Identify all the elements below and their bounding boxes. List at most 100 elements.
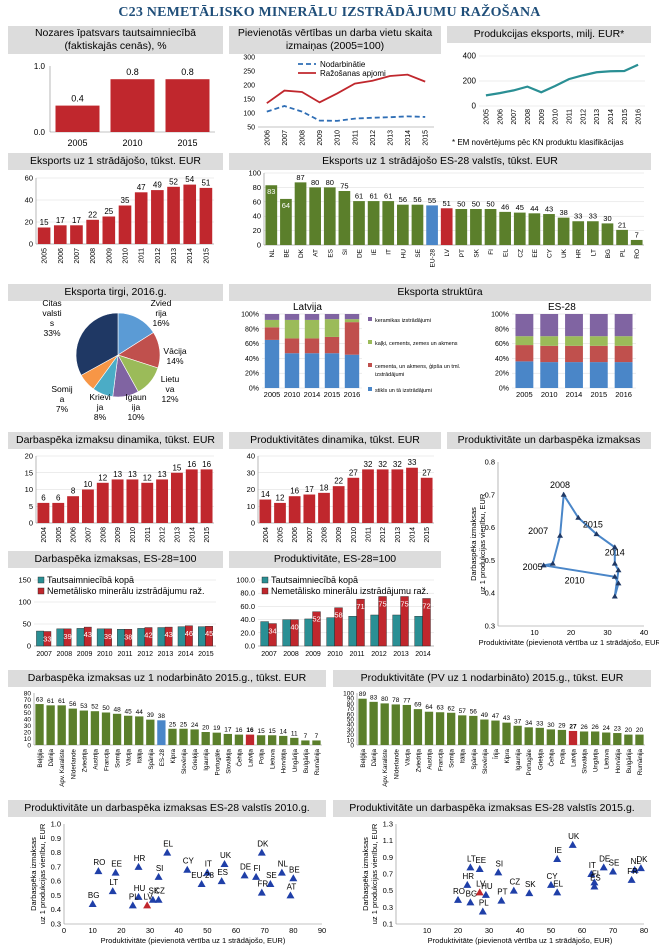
x-tick-label: 80	[640, 926, 648, 935]
legend-label: Ražošanas apjomi	[320, 69, 386, 78]
data-point	[494, 868, 503, 876]
x-tick-label: Grieķija	[192, 748, 199, 770]
data-label: 50	[457, 200, 465, 209]
y-tick-label: 0.3	[51, 920, 61, 929]
point-label: UK	[220, 851, 232, 860]
x-tick-label: 2009	[305, 651, 321, 658]
panel-eu-2010: Produktivitāte un darbaspēka izmaksas ES…	[8, 800, 326, 817]
point-label: SI	[156, 864, 164, 873]
y-tick-label: 40	[25, 196, 33, 205]
x-tick-label: Horvātija	[281, 748, 288, 773]
panel-title: Eksporta tirgi, 2016.g.	[8, 284, 223, 301]
x-tick-label: Bulgārija	[626, 748, 633, 773]
y-tick-label: 20	[253, 226, 261, 235]
data-point	[220, 860, 229, 867]
panel-title: Produktivitāte un darbaspēka izmaksas ES…	[8, 800, 326, 817]
data-label: 38	[158, 713, 166, 720]
bar	[156, 479, 169, 523]
point-label: CY	[546, 872, 558, 881]
y-tick-label: 30	[24, 723, 32, 730]
y-tick-label: 30	[347, 727, 355, 734]
point-label: HR	[463, 872, 475, 881]
data-point	[463, 880, 472, 888]
x-tick-label: 2010	[351, 527, 358, 543]
x-tick-label: 2010	[541, 390, 558, 399]
data-point	[183, 865, 192, 873]
bar-industry	[104, 628, 112, 647]
data-point	[88, 900, 97, 907]
data-label: 39	[104, 632, 112, 641]
point-label: LV	[476, 879, 486, 888]
data-label: 25	[169, 721, 177, 728]
data-label: 20	[202, 725, 210, 732]
y-tick-label: 60	[24, 704, 32, 711]
data-label: 32	[378, 460, 387, 469]
point-label: BG	[466, 889, 478, 898]
bar-economy	[370, 614, 379, 647]
x-tick-label: Bulgārija	[303, 748, 310, 773]
pie-label: Igaun	[125, 392, 147, 402]
x-tick-label: 2015	[203, 248, 210, 264]
y-axis-label: uz 1 produkcijas vienību, EUR	[38, 823, 47, 924]
point-label: LT	[109, 878, 118, 887]
x-tick-label: 2005	[264, 390, 281, 399]
y-tick-label: 0.5	[485, 556, 495, 565]
y-axis-label: uz 1 produkcijas vienību, EUR	[478, 493, 487, 594]
pie-label: 16%	[152, 318, 169, 328]
stack-segment	[515, 336, 534, 346]
point-label: LT	[467, 854, 476, 863]
panel-exp-worker: Eksports uz 1 strādājošo, tūkst. EUR	[8, 153, 223, 170]
x-tick-label: Portugāle	[526, 748, 533, 775]
y-tick-label: 0	[27, 642, 31, 651]
x-tick-label: 2010	[553, 109, 560, 125]
data-label: 80	[326, 178, 334, 187]
data-label: 15	[269, 728, 277, 735]
y-tick-label: 0%	[249, 386, 259, 393]
bar	[630, 239, 643, 245]
data-point	[154, 895, 163, 903]
bar	[332, 486, 345, 523]
panel-index: Pievienotās vērtības un darba vietu skai…	[229, 26, 441, 54]
stack-segment	[264, 319, 280, 328]
data-label: 69	[414, 702, 422, 709]
legend-swatch	[261, 576, 269, 584]
y-tick-label: 0.5	[51, 891, 61, 900]
x-tick-label: 2010	[335, 130, 342, 146]
data-label: 46	[185, 629, 193, 638]
bar	[301, 740, 310, 745]
y-tick-label: 15	[25, 468, 33, 477]
y-tick-label: 0.9	[51, 834, 61, 843]
data-point	[611, 573, 618, 579]
data-label: 15	[40, 218, 49, 227]
stack-segment	[515, 345, 534, 362]
data-label: 32	[364, 460, 373, 469]
stack-segment	[344, 314, 360, 320]
x-tick-label: Zviedrija	[81, 748, 88, 772]
subtitle-eu: ES-28	[548, 302, 576, 313]
stack-segment	[324, 319, 340, 337]
panel-structure: Eksporta struktūra	[229, 284, 651, 301]
x-tick-label: 2015	[177, 138, 197, 148]
x-tick-label: Grieķija	[537, 748, 544, 770]
x-axis-label: Produktivitāte (pievienotā vērtība uz 1 …	[101, 936, 286, 945]
x-tick-label: 50	[203, 926, 211, 935]
x-tick-label: 2010	[327, 651, 343, 658]
x-tick-label: Itālija	[460, 748, 467, 763]
y-tick-label: 1.1	[383, 836, 393, 845]
data-point	[525, 889, 534, 897]
point-label: 2008	[550, 480, 570, 490]
x-tick-label: 20	[117, 926, 125, 935]
data-label: 33	[589, 212, 597, 221]
data-label: 52	[91, 704, 99, 711]
x-tick-label: 50	[547, 926, 555, 935]
data-label: 13	[113, 470, 122, 479]
pie-label: Somij	[51, 384, 72, 394]
data-label: 39	[147, 712, 155, 719]
data-label: 43	[545, 205, 553, 214]
y-tick-label: 0.7	[383, 870, 393, 879]
data-label: 80	[311, 178, 319, 187]
bar	[591, 731, 600, 745]
bar	[256, 735, 266, 745]
x-axis-label: Produktivitāte (pievienotā vērtība uz 1 …	[428, 936, 613, 945]
y-tick-label: 60%	[245, 341, 259, 348]
